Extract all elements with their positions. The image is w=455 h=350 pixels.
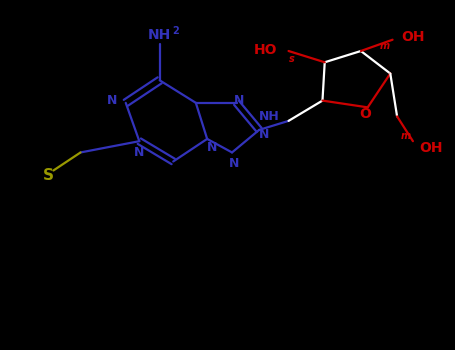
Text: NH: NH — [259, 110, 279, 123]
Text: N: N — [207, 141, 217, 154]
Text: 2: 2 — [172, 26, 179, 36]
Text: OH: OH — [402, 30, 425, 44]
Text: s: s — [289, 54, 294, 64]
Text: O: O — [359, 107, 371, 121]
Text: m: m — [379, 41, 389, 51]
Text: N: N — [233, 94, 244, 107]
Text: N: N — [258, 128, 269, 141]
Text: NH: NH — [148, 28, 171, 42]
Text: OH: OH — [420, 141, 443, 155]
Text: S: S — [43, 168, 54, 182]
Text: N: N — [229, 157, 239, 170]
Text: m: m — [401, 131, 411, 141]
Text: HO: HO — [254, 43, 277, 57]
Text: N: N — [107, 94, 117, 107]
Text: N: N — [134, 146, 145, 159]
